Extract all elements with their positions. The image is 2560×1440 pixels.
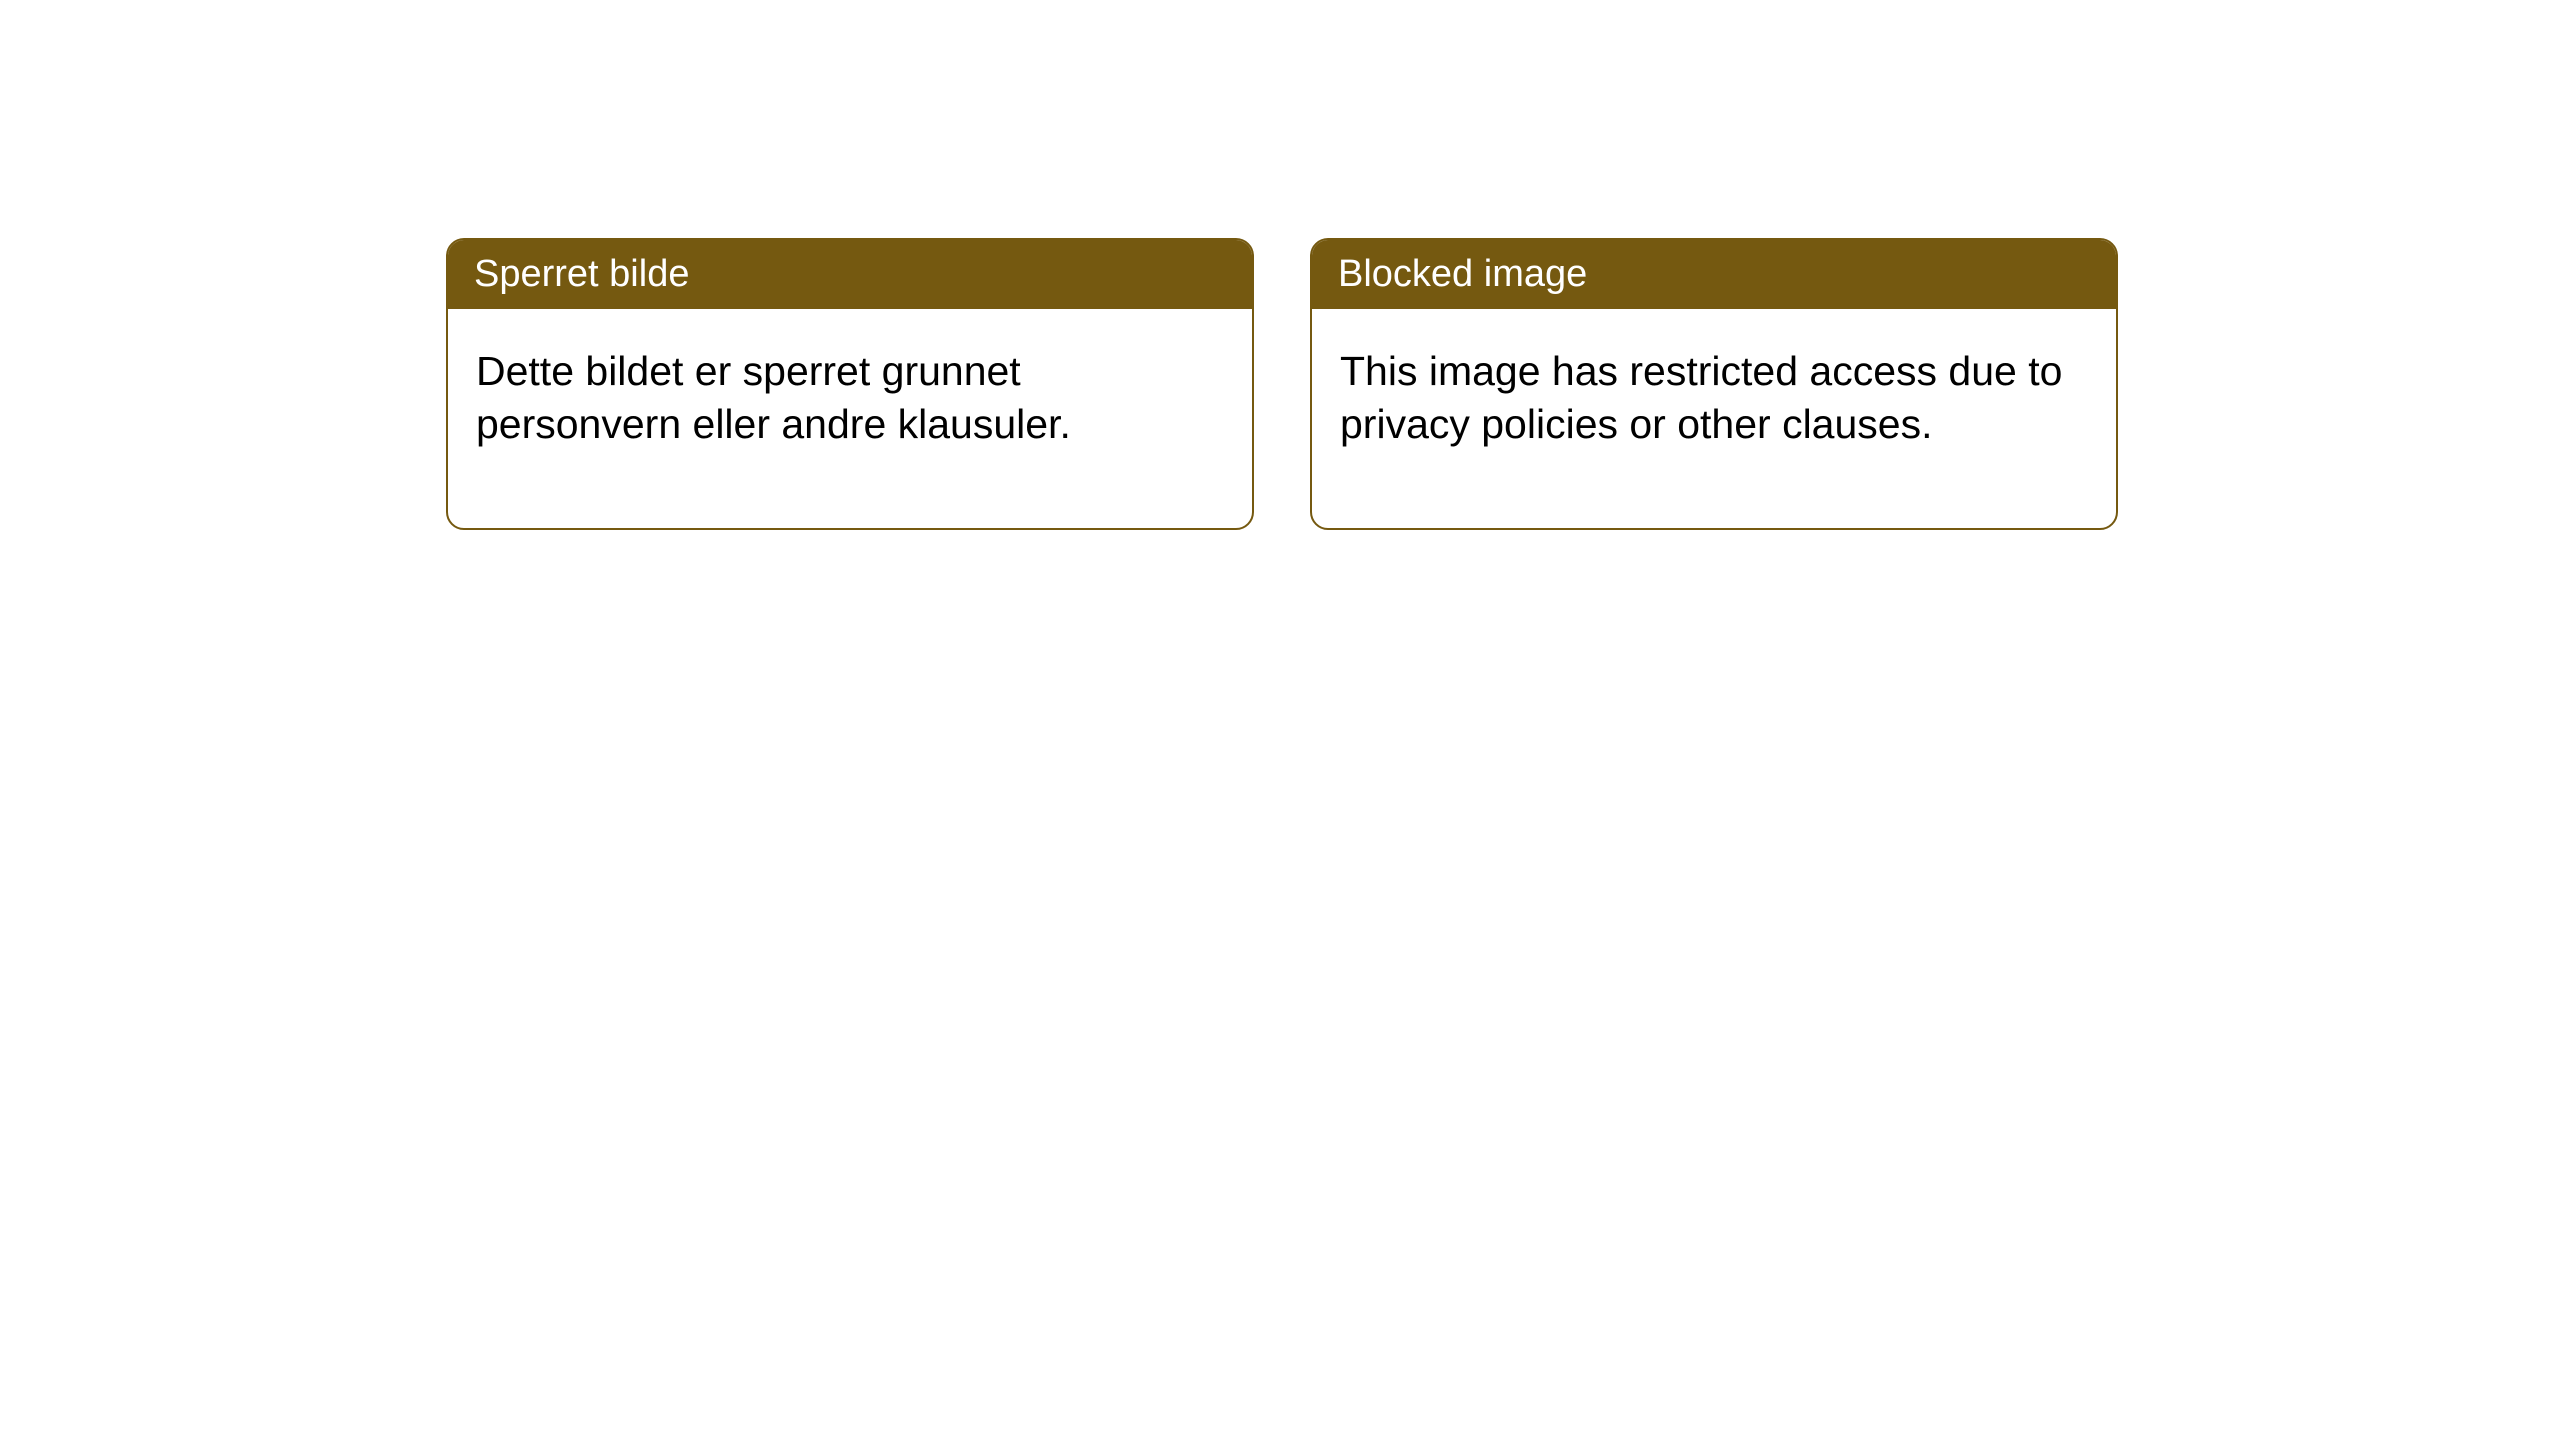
card-title: Sperret bilde — [474, 253, 689, 295]
notice-cards-container: Sperret bilde Dette bildet er sperret gr… — [446, 238, 2118, 530]
card-header: Blocked image — [1312, 240, 2116, 309]
notice-card-english: Blocked image This image has restricted … — [1310, 238, 2118, 530]
card-header: Sperret bilde — [448, 240, 1252, 309]
card-body: This image has restricted access due to … — [1312, 309, 2116, 528]
card-body-text: This image has restricted access due to … — [1340, 348, 2062, 446]
card-title: Blocked image — [1338, 253, 1587, 295]
card-body-text: Dette bildet er sperret grunnet personve… — [476, 348, 1071, 446]
card-body: Dette bildet er sperret grunnet personve… — [448, 309, 1252, 528]
notice-card-norwegian: Sperret bilde Dette bildet er sperret gr… — [446, 238, 1254, 530]
